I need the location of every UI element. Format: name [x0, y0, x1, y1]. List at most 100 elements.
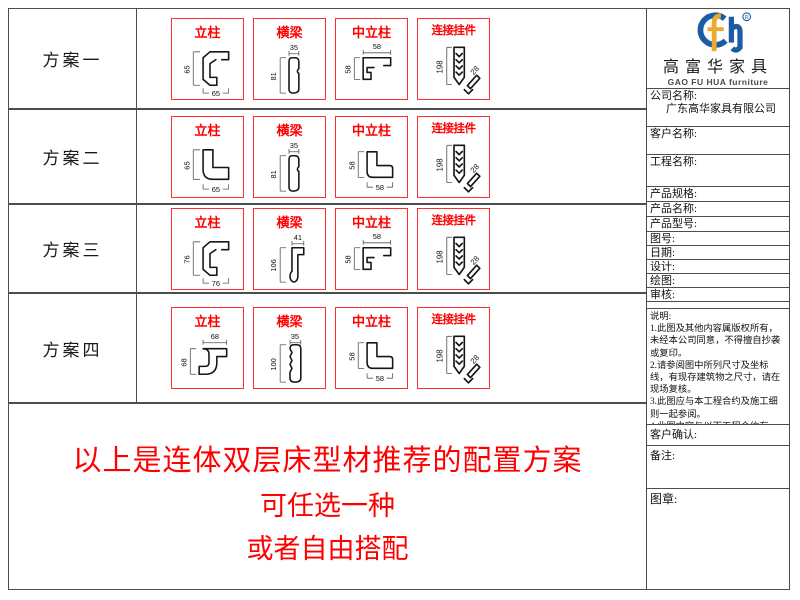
brand-name-cn: 高富华家具: [662, 59, 773, 76]
svg-text:58: 58: [343, 255, 352, 263]
field-value: 广东高华家具有限公司: [666, 103, 776, 115]
component-label: 中立柱: [351, 214, 391, 230]
component-label: 连接挂件: [431, 24, 477, 37]
plan-drawings: 立柱 76 76 横梁 41 106 中立柱 58 58 连接挂件 198 28: [137, 205, 646, 292]
component-box: 中立柱 58 58: [335, 307, 408, 389]
title-block-field: 公司名称: 广东高华家具有限公司: [647, 89, 789, 127]
notes-list: 1.此图及其他内容属版权所有，未经本公司同意，不得擅自抄袭或复印。 2.请参阅图中…: [650, 323, 786, 424]
component-label: 横梁: [276, 314, 303, 329]
profile-drawing-icon: 198 28: [435, 335, 481, 384]
svg-text:68: 68: [179, 358, 188, 366]
component-label: 横梁: [276, 214, 303, 230]
field-label: 产品名称:: [650, 203, 698, 215]
svg-text:28: 28: [468, 253, 481, 266]
drawing-sheet: 方案一 立柱 65 65 横梁 35 81 中立柱 58 58 连接挂件 198 28 方案二 立柱 65 65…: [8, 8, 790, 590]
note-line: 2.请参阅图中所列尺寸及坐标线，有现存建筑物之尺寸，请在现场复核。: [650, 360, 781, 396]
component-label: 连接挂件: [431, 314, 477, 326]
profile-drawing-icon: 76 76: [182, 240, 229, 288]
svg-text:65: 65: [211, 185, 219, 194]
svg-text:28: 28: [468, 161, 481, 174]
field-label: 设计:: [650, 261, 676, 273]
component-box: 连接挂件 198 28: [417, 115, 490, 198]
footer-note-cell: 以上是连体双层床型材推荐的配置方案 可任选一种或者自由搭配: [9, 404, 646, 589]
gfh-logo-icon: R: [697, 12, 752, 53]
field-label: 客户名称:: [650, 128, 698, 140]
component-box: 中立柱 58 58: [335, 115, 408, 198]
svg-text:81: 81: [269, 170, 278, 178]
title-block-fields: 公司名称: 广东高华家具有限公司 客户名称: 工程名称: 产品规格: 产品名称: 产品型号:…: [647, 89, 789, 309]
plan-drawings: 立柱 65 65 横梁 35 81 中立柱 58 58 连接挂件 198 28: [137, 9, 646, 108]
field-label: 工程名称:: [650, 156, 698, 168]
title-block-field: 产品名称:: [647, 202, 789, 217]
title-block-field: 客户名称:: [647, 127, 789, 155]
component-box: 立柱 68 68: [171, 307, 244, 389]
footer-note-line: 以上是连体双层床型材推荐的配置方案: [72, 445, 583, 477]
component-label: 横梁: [276, 24, 303, 40]
component-label: 连接挂件: [431, 122, 477, 135]
profile-drawing-icon: 58 58: [343, 42, 391, 80]
profile-drawing-icon: 198 28: [435, 45, 481, 95]
svg-text:198: 198: [435, 59, 444, 73]
plan-drawings: 立柱 65 65 横梁 35 81 中立柱 58 58 连接挂件 198 28: [137, 110, 646, 203]
component-label: 立柱: [194, 314, 221, 329]
title-block-field: 日期:: [647, 246, 789, 260]
svg-text:58: 58: [347, 161, 356, 169]
component-box: 中立柱 58 58: [335, 17, 408, 100]
customer-confirm-cell: 客户确认:: [647, 425, 789, 446]
component-box: 横梁 35 100: [253, 307, 326, 389]
svg-text:41: 41: [293, 232, 301, 241]
plan-name: 方案四: [9, 294, 137, 402]
profile-drawing-icon: 58 58: [347, 342, 393, 383]
svg-text:198: 198: [435, 157, 444, 171]
notes-section: 说明: 1.此图及其他内容属版权所有，未经本公司同意，不得擅自抄袭或复印。 2.请…: [647, 309, 789, 425]
plan-row-1: 方案一 立柱 65 65 横梁 35 81 中立柱 58 58 连接挂件 198 28: [9, 9, 646, 110]
svg-text:58: 58: [343, 65, 352, 73]
profile-drawing-icon: 198 28: [435, 143, 481, 193]
svg-text:198: 198: [435, 349, 444, 363]
brand-name-en: GAO FU HUA furniture: [667, 77, 769, 87]
plan-name: 方案一: [9, 9, 137, 108]
profile-drawing-icon: 198 28: [435, 235, 481, 285]
svg-text:76: 76: [211, 279, 219, 288]
plan-name: 方案二: [9, 110, 137, 203]
component-box: 横梁 35 81: [253, 17, 326, 100]
svg-text:35: 35: [289, 42, 297, 51]
profile-drawing-icon: 58 58: [343, 232, 391, 270]
title-block-field: 审核:: [647, 288, 789, 302]
component-box: 连接挂件 198 28: [417, 17, 490, 100]
svg-text:35: 35: [290, 332, 298, 341]
profile-drawing-icon: 35 81: [269, 42, 300, 94]
svg-text:65: 65: [182, 161, 191, 169]
title-block: R 高富华家具 GAO FU HUA furniture 公司名称: 广东高华家具…: [646, 9, 789, 589]
field-label: 公司名称:: [650, 90, 698, 102]
svg-text:58: 58: [347, 352, 356, 360]
notes-title: 说明:: [650, 312, 672, 322]
plan-name: 方案三: [9, 205, 137, 292]
component-label: 立柱: [194, 24, 221, 40]
footer-note-line: 可任选一种: [260, 491, 395, 521]
title-block-field: 产品规格:: [647, 187, 789, 202]
field-label: 审核:: [650, 289, 676, 301]
svg-text:65: 65: [211, 89, 219, 98]
profile-drawing-icon: 35 81: [269, 140, 300, 192]
profile-drawing-icon: 58 58: [347, 150, 393, 192]
field-label: 日期:: [650, 247, 676, 259]
field-label: 绘图:: [650, 275, 676, 287]
svg-text:198: 198: [435, 249, 444, 263]
svg-text:100: 100: [269, 358, 278, 370]
svg-text:76: 76: [182, 255, 191, 263]
profile-drawing-icon: 41 106: [269, 232, 305, 283]
note-line: 3.此图应与本工程合约及施工细则一起参阅。: [650, 397, 778, 420]
component-box: 横梁 35 81: [253, 115, 326, 198]
svg-text:58: 58: [375, 374, 383, 383]
field-label: 图号:: [650, 233, 676, 245]
svg-text:58: 58: [372, 42, 380, 51]
field-label: 产品型号:: [650, 218, 698, 230]
plan-row-2: 方案二 立柱 65 65 横梁 35 81 中立柱 58 58 连接挂件 198 28: [9, 110, 646, 205]
svg-text:81: 81: [269, 72, 278, 80]
component-box: 横梁 41 106: [253, 207, 326, 290]
note-line: 4.此图内容与以下工程合约有关。: [650, 421, 786, 424]
plan-row-3: 方案三 立柱 76 76 横梁 41 106 中立柱 58 58 连接挂件 198 28: [9, 205, 646, 294]
field-label: 产品规格:: [650, 188, 698, 200]
footer-note-line: 或者自由搭配: [246, 534, 409, 564]
